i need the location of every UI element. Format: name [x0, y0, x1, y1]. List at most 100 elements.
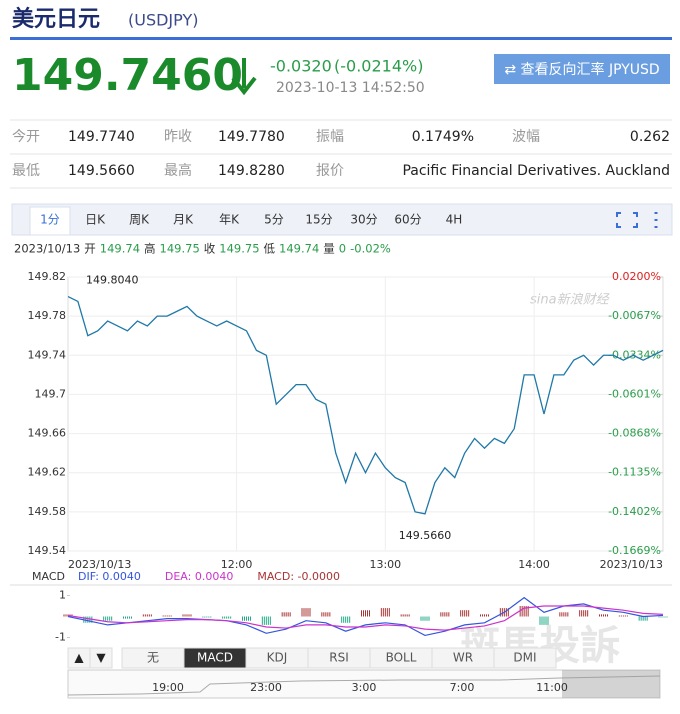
reverse-button[interactable]: [494, 54, 670, 84]
indicator-tab-label[interactable]: ▲: [74, 651, 84, 665]
period-tab[interactable]: 年K: [219, 213, 240, 227]
indicator-tab[interactable]: [89, 647, 113, 669]
navigator-label: 23:00: [250, 681, 282, 694]
indicator-tab-label[interactable]: WR: [453, 651, 473, 665]
y2-tick-label: -0.0868%: [608, 427, 661, 440]
stat-value: 149.5660: [68, 163, 135, 179]
indicator-tab-label[interactable]: RSI: [329, 651, 349, 665]
stat-label: 最低: [12, 163, 40, 179]
price-line: [67, 295, 664, 515]
info-part: 149.74: [279, 242, 319, 256]
y2-tick-label: -0.0067%: [608, 309, 661, 322]
stat-value: 149.7740: [68, 129, 135, 145]
reverse-button-label[interactable]: ⇄ 查看反向汇率 JPYUSD: [504, 61, 659, 78]
watermark: sina新浪财经: [530, 292, 611, 308]
y2-tick-label: -0.1135%: [608, 466, 661, 479]
y-tick-label: 149.74: [28, 348, 67, 361]
info-part: 149.75: [219, 242, 259, 256]
period-tab[interactable]: 月K: [173, 213, 194, 227]
y-tick-label: 149.7: [35, 387, 67, 400]
max-annotation: 149.8040: [86, 274, 139, 287]
indicator-tab-label[interactable]: DMI: [513, 651, 536, 665]
change: -0.0320: [270, 57, 332, 76]
navigator-window[interactable]: [562, 670, 660, 698]
period-tab[interactable]: 4H: [446, 213, 463, 227]
y-tick-label: 149.66: [28, 427, 67, 440]
x-tick-label: 14:00: [518, 558, 550, 571]
macd-line: [67, 605, 664, 631]
x-tick-label: 12:00: [221, 558, 253, 571]
indicator-tab-label[interactable]: 无: [147, 651, 159, 665]
stat-value: Pacific Financial Derivatives. Auckland: [402, 163, 670, 179]
down-arrow: [231, 58, 257, 96]
info-part: 量: [323, 242, 335, 256]
indicator-tab-label[interactable]: MACD: [197, 651, 233, 665]
y-tick-label: 149.58: [28, 505, 67, 518]
stat-value: 0.262: [630, 129, 670, 145]
navigator-line: [67, 675, 661, 696]
period-tab[interactable]: 15分: [305, 213, 332, 227]
title: 美元日元: [12, 6, 100, 32]
navigator-label: 3:00: [352, 681, 377, 694]
navigator-label: 19:00: [152, 681, 184, 694]
stat-value: 0.1749%: [412, 129, 474, 145]
y2-tick-label: -0.1402%: [608, 505, 661, 518]
y2-tick-label: 0.0200%: [612, 270, 661, 283]
indicator-tab-label[interactable]: BOLL: [386, 651, 417, 665]
y2-tick-label: -0.1669%: [608, 544, 661, 557]
stat-label: 报价: [316, 163, 344, 179]
plot-frame: [67, 276, 664, 552]
macd-y-tick-label: -1: [55, 631, 66, 644]
stat-label: 今开: [12, 129, 40, 145]
min-annotation: 149.5660: [399, 529, 452, 542]
indicator-tab-label[interactable]: KDJ: [267, 651, 288, 665]
period-tab[interactable]: 30分: [350, 213, 377, 227]
info-part: 149.75: [160, 242, 200, 256]
header-rule: [10, 37, 672, 40]
macd-title: MACD: [32, 570, 65, 583]
x-tick-label: 13:00: [369, 558, 401, 571]
code: (USDJPY): [128, 11, 198, 30]
period-tab[interactable]: 60分: [394, 213, 421, 227]
fullscreen-icon[interactable]: [616, 212, 638, 228]
tab-bar: [11, 203, 673, 236]
y2-tick-label: -0.0601%: [608, 387, 661, 400]
y-tick-label: 149.78: [28, 309, 67, 322]
stat-label: 波幅: [512, 129, 540, 145]
stat-label: 振幅: [316, 129, 344, 145]
info-part: 2023/10/13: [14, 242, 80, 256]
stat-value: 149.8280: [218, 163, 285, 179]
change-pct: (-0.0214%): [334, 57, 423, 76]
y-tick-label: 149.82: [28, 270, 67, 283]
info-part: 149.74: [100, 242, 140, 256]
period-tab[interactable]: 日K: [85, 213, 106, 227]
period-tab[interactable]: 1分: [40, 213, 60, 227]
tab-selected: [29, 206, 71, 236]
info-part: 开: [84, 242, 96, 256]
info-part: 低: [264, 242, 276, 256]
legend-entry: MACD: -0.0000: [257, 570, 340, 583]
indicator-tab-label[interactable]: ▼: [96, 651, 106, 665]
info-part: -0.02%: [350, 242, 391, 256]
legend-entry: DIF: 0.0040: [78, 570, 141, 583]
price: 149.7460: [12, 50, 243, 101]
info-part: 收: [204, 242, 216, 256]
navigator-label: 11:00: [536, 681, 568, 694]
y-tick-label: 149.54: [28, 544, 67, 557]
period-tab[interactable]: 5分: [264, 213, 284, 227]
navigator-label: 7:00: [450, 681, 475, 694]
macd-y-tick-label: 1: [59, 589, 66, 602]
stat-label: 昨收: [164, 129, 192, 145]
y-tick-label: 149.62: [28, 466, 67, 479]
x-tick-label: 2023/10/13: [68, 558, 131, 571]
stat-value: 149.7780: [218, 129, 285, 145]
stat-label: 最高: [164, 162, 192, 179]
info-part: 0: [339, 242, 346, 256]
info-part: 高: [144, 242, 156, 256]
x-tick-label: 2023/10/13: [600, 558, 663, 571]
period-tab[interactable]: 周K: [129, 213, 150, 227]
indicator-tab[interactable]: [493, 647, 557, 669]
time: 2023-10-13 14:52:50: [276, 80, 425, 96]
